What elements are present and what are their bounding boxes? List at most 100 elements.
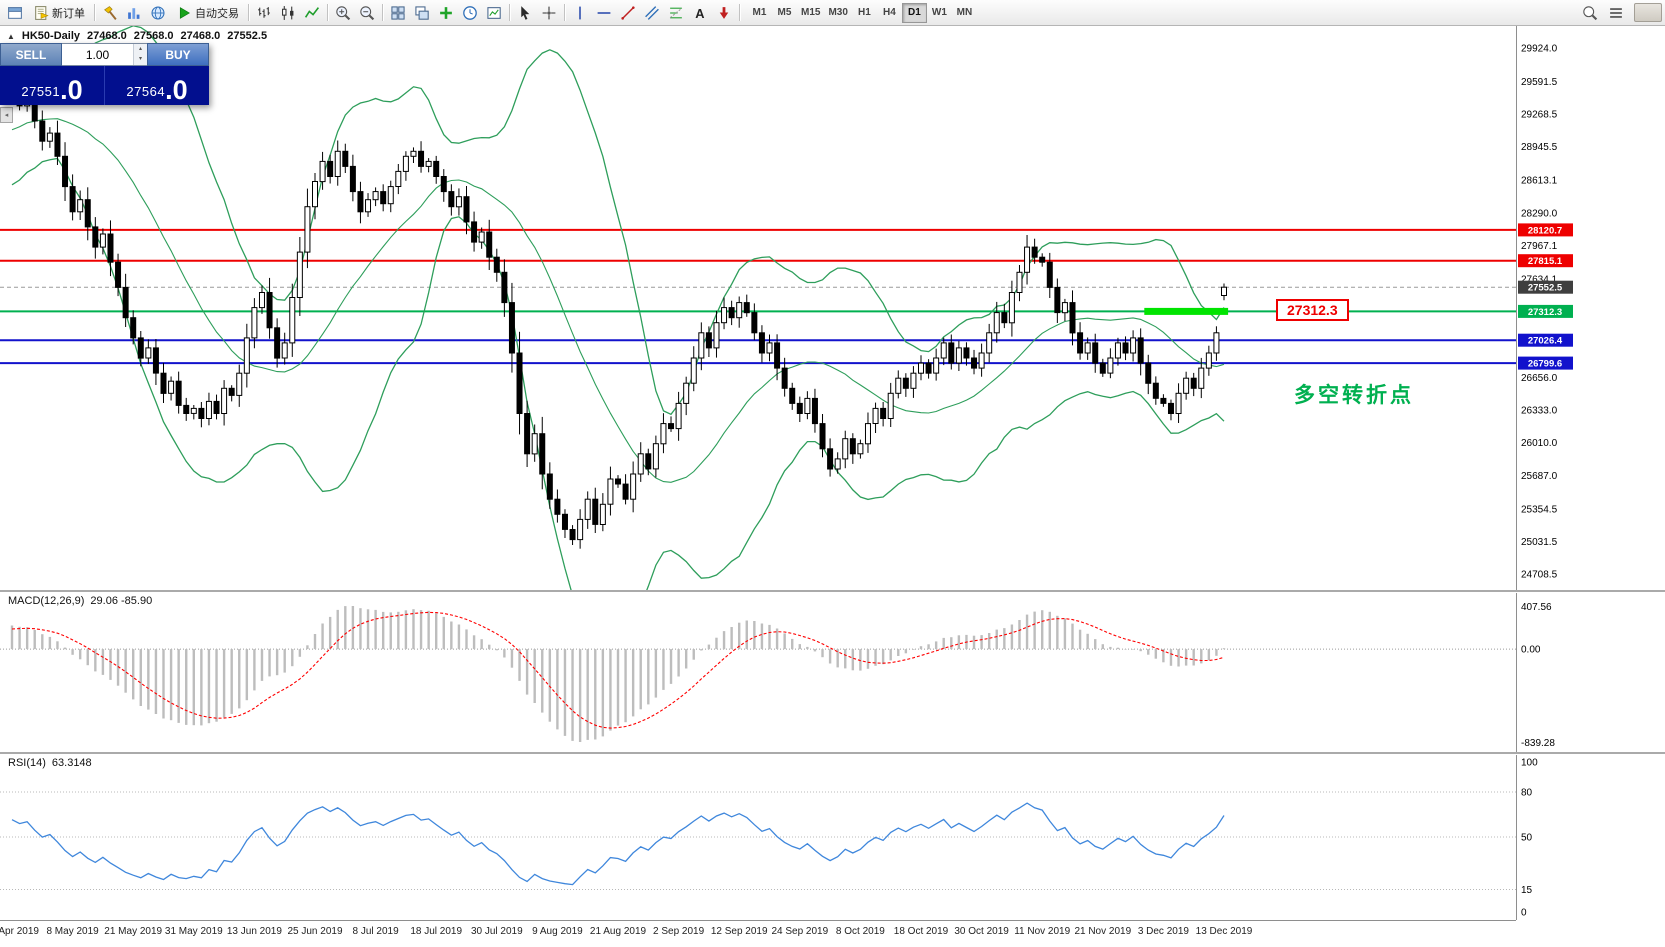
ohlc-open: 27468.0 [87, 30, 127, 42]
trendline-button[interactable] [616, 2, 640, 24]
templates-button[interactable] [482, 2, 506, 24]
timeframe-m1-button[interactable]: M1 [752, 7, 767, 18]
crosshair-button[interactable] [537, 2, 561, 24]
pivot-highlight [1144, 307, 1229, 315]
date-label: 8 Oct 2019 [835, 926, 885, 937]
timeframe-m15-button[interactable]: M15 [801, 7, 821, 18]
level-annotation-box[interactable]: 27312.3 [1276, 299, 1349, 322]
timeframe-h4-button[interactable]: H4 [883, 7, 896, 18]
macd-histogram [10, 606, 1226, 742]
timeframe-m5-button[interactable]: M5 [777, 7, 792, 18]
svg-text:27552.5: 27552.5 [1528, 283, 1563, 294]
new-order-button-label: 新订单 [52, 7, 85, 20]
market-watch-icon [128, 7, 140, 19]
svg-text:0.00: 0.00 [1521, 645, 1541, 656]
navigator-button[interactable] [146, 2, 170, 24]
candlestick-chart-button[interactable] [276, 2, 300, 24]
one-click-panel-toggle[interactable]: ◂ [0, 107, 13, 123]
svg-text:26656.0: 26656.0 [1521, 373, 1558, 384]
zoom-out-button[interactable] [355, 2, 379, 24]
date-label: 8 Jul 2019 [352, 926, 399, 937]
rsi-value: 63.3148 [51, 757, 92, 769]
search-button[interactable] [1578, 2, 1602, 24]
rsi-axis: 100 80 50 15 0 [1521, 758, 1538, 919]
ohlc-close: 27552.5 [227, 30, 268, 42]
sell-price[interactable]: 27551 .0 [0, 66, 105, 105]
timeframe-h1-button[interactable]: H1 [858, 7, 871, 18]
main-chart[interactable]: 29924.0 29591.5 29268.5 28945.5 28613.1 28290… [0, 26, 1665, 590]
toolbar-scrollbar[interactable] [1634, 3, 1662, 22]
toolbars-menu-button[interactable] [1604, 2, 1628, 24]
line-chart-button[interactable] [300, 2, 324, 24]
date-label: 12 Sep 2019 [710, 926, 768, 937]
arrows-button[interactable] [712, 2, 736, 24]
date-label: 30 Oct 2019 [954, 926, 1009, 937]
toolbar-separator [564, 4, 565, 21]
new-order-button[interactable]: 新订单 [27, 2, 91, 24]
horizontal-line-button[interactable] [592, 2, 616, 24]
auto-trading-button[interactable]: 自动交易 [170, 2, 245, 24]
market-watch-button[interactable] [122, 2, 146, 24]
date-label: 21 Aug 2019 [589, 926, 647, 937]
panel-separator[interactable] [0, 752, 1665, 755]
timeframe-w1-button[interactable]: W1 [931, 7, 947, 18]
timeframe-m30-button[interactable]: M30 [828, 7, 848, 18]
svg-text:27634.1: 27634.1 [1521, 274, 1558, 285]
sell-price-main: 27551 [21, 84, 61, 99]
timeframe-mn-button[interactable]: MN [956, 7, 973, 18]
svg-text:15: 15 [1521, 885, 1533, 896]
macd-panel[interactable]: 407.56 0.00 -839.28 [0, 592, 1665, 752]
cascade-windows-button[interactable] [410, 2, 434, 24]
level-lines[interactable] [0, 228, 1516, 365]
svg-text:27026.4: 27026.4 [1528, 336, 1563, 347]
panel-separator[interactable] [0, 590, 1665, 593]
macd-signal-line [11, 611, 1225, 729]
line-chart-icon [304, 6, 320, 18]
tile-windows-button[interactable] [386, 2, 410, 24]
fibonacci-button[interactable] [664, 2, 688, 24]
periods-button[interactable] [458, 2, 482, 24]
svg-text:25354.5: 25354.5 [1521, 504, 1558, 515]
objects-toolbox-button[interactable] [98, 2, 122, 24]
vertical-line-button[interactable] [568, 2, 592, 24]
volume-input[interactable] [62, 44, 133, 65]
window-icon-button[interactable] [3, 2, 27, 24]
timeframe-d1-button[interactable]: D1 [901, 2, 927, 23]
main-toolbar: 新订单 自动交易 A M1 M5 M15 M30 H1 H4 D1 W1 MN [0, 0, 1665, 26]
svg-text:407.56: 407.56 [1521, 602, 1552, 613]
zoom-in-button[interactable] [331, 2, 355, 24]
sell-button[interactable]: SELL [0, 43, 62, 66]
buy-button[interactable]: BUY [147, 43, 209, 66]
cursor-button[interactable] [513, 2, 537, 24]
turning-point-text[interactable]: 多空转折点 [1294, 384, 1414, 408]
add-indicator-button[interactable] [434, 2, 458, 24]
horizontal-line-icon [597, 11, 611, 14]
svg-text:A: A [695, 5, 704, 20]
bollinger-bands [11, 26, 1225, 590]
channel-icon [645, 5, 659, 20]
rsi-panel[interactable]: 100 80 50 15 0 [0, 754, 1665, 920]
macd-axis: 407.56 0.00 -839.28 [1521, 602, 1555, 749]
text-button[interactable]: A [688, 2, 712, 24]
svg-text:28120.7: 28120.7 [1528, 225, 1562, 236]
volume-down-button[interactable]: ▾ [134, 54, 147, 65]
date-label: 2 Sep 2019 [653, 926, 705, 937]
fibonacci-icon [669, 7, 683, 18]
bar-chart-button[interactable] [252, 2, 276, 24]
candlestick-series [9, 77, 1227, 549]
buy-price[interactable]: 27564 .0 [105, 66, 209, 105]
ohlc-low: 27468.0 [180, 30, 221, 42]
svg-text:-839.28: -839.28 [1521, 738, 1555, 749]
date-label: 30 Jul 2019 [470, 926, 523, 937]
volume-up-button[interactable]: ▴ [134, 44, 147, 55]
macd-values: 29.06 -85.90 [90, 595, 153, 607]
channel-button[interactable] [640, 2, 664, 24]
svg-text:27815.1: 27815.1 [1528, 256, 1563, 267]
auto-trading-icon [179, 6, 190, 19]
svg-text:26010.0: 26010.0 [1521, 438, 1558, 449]
volume-spinner: ▴ ▾ [133, 44, 147, 65]
date-label: 25 Jun 2019 [287, 926, 343, 937]
toolbar-separator [327, 4, 328, 21]
